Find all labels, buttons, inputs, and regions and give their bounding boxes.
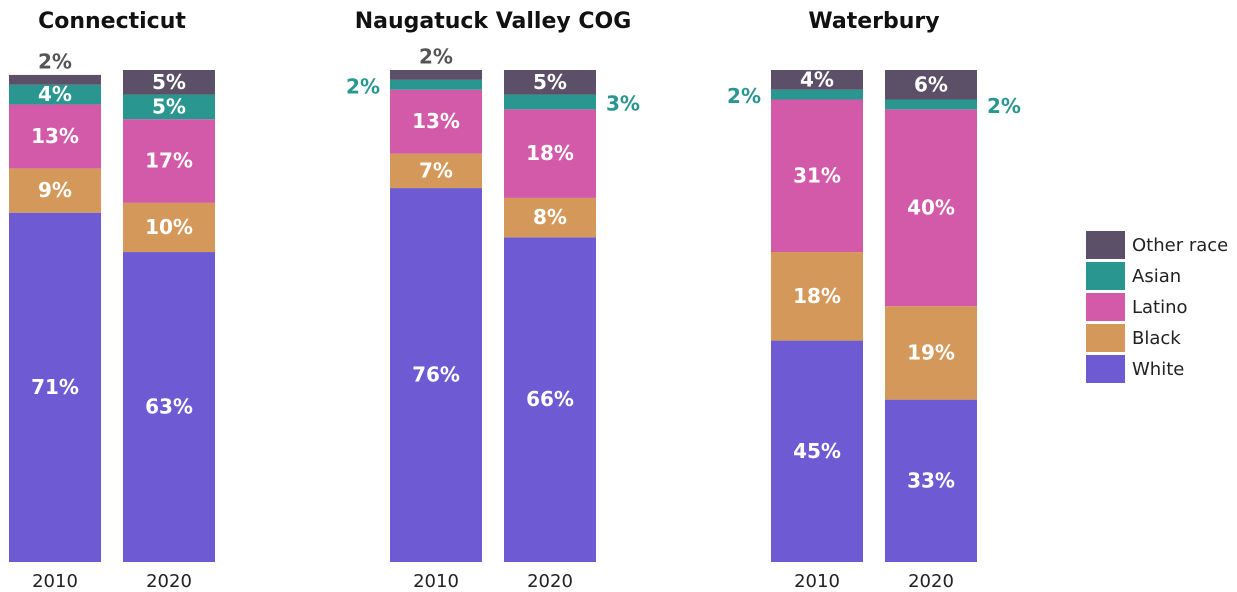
value-label: 8% (533, 205, 567, 229)
bar-segment (390, 153, 482, 189)
bar-segment (885, 306, 977, 400)
value-label: 66% (526, 387, 574, 411)
x-tick-label: 2020 (146, 571, 192, 592)
value-label: 4% (800, 67, 834, 91)
value-label: 71% (31, 375, 79, 399)
value-label: 7% (419, 158, 453, 182)
panel-title: Connecticut (38, 9, 186, 34)
bar-segment (390, 188, 482, 562)
bar-segment (9, 168, 101, 213)
value-label: 5% (533, 70, 567, 94)
bar-segment (771, 89, 863, 100)
legend-swatch (1086, 293, 1125, 321)
value-label: 13% (31, 124, 79, 148)
legend-label: White (1132, 359, 1184, 380)
bar-segment (771, 340, 863, 562)
x-tick-label: 2010 (32, 571, 78, 592)
value-label: 5% (152, 94, 186, 118)
bar-segment (885, 70, 977, 100)
value-label: 2% (419, 45, 453, 69)
bar-segment (771, 70, 863, 90)
bar-segment (123, 119, 215, 203)
bar-segment (123, 252, 215, 563)
bar-segment (9, 212, 101, 562)
value-label: 76% (412, 363, 460, 387)
legend-swatch (1086, 324, 1125, 352)
legend-swatch (1086, 231, 1125, 259)
x-tick-label: 2020 (527, 571, 573, 592)
value-label: 2% (346, 74, 380, 98)
value-label: 2% (727, 84, 761, 108)
value-label: 6% (914, 72, 948, 96)
value-label: 13% (412, 109, 460, 133)
bar-segment (885, 99, 977, 110)
legend-label: Other race (1132, 235, 1228, 256)
bar-segment (504, 70, 596, 95)
value-label: 18% (526, 141, 574, 165)
value-label: 10% (145, 215, 193, 239)
bar-segment (771, 99, 863, 253)
bar-segment (390, 89, 482, 154)
x-tick-label: 2010 (794, 571, 840, 592)
bar-segment (9, 74, 101, 85)
value-label: 19% (907, 340, 955, 364)
value-label: 2% (987, 94, 1021, 118)
bar-segment (771, 252, 863, 341)
legend-label: Asian (1132, 266, 1181, 287)
value-label: 4% (38, 82, 72, 106)
bar-segment (9, 104, 101, 169)
value-label: 63% (145, 395, 193, 419)
value-label: 18% (793, 284, 841, 308)
bar-segment (504, 237, 596, 562)
value-label: 45% (793, 439, 841, 463)
value-label: 17% (145, 149, 193, 173)
bar-segment (390, 79, 482, 90)
value-label: 2% (38, 49, 72, 73)
legend-swatch (1086, 355, 1125, 383)
bar-segment (123, 202, 215, 253)
bar-segment (504, 109, 596, 198)
bar-segment (123, 94, 215, 120)
value-label: 33% (907, 468, 955, 492)
value-label: 31% (793, 163, 841, 187)
value-label: 5% (152, 70, 186, 94)
x-tick-label: 2010 (413, 571, 459, 592)
value-label: 40% (907, 195, 955, 219)
panel-title: Waterbury (808, 9, 939, 34)
bar-segment (504, 197, 596, 238)
bar-segment (123, 70, 215, 95)
legend-label: Latino (1132, 297, 1188, 318)
bar-segment (9, 84, 101, 105)
value-label: 9% (38, 178, 72, 202)
legend-swatch (1086, 262, 1125, 290)
x-tick-label: 2020 (908, 571, 954, 592)
panel-title: Naugatuck Valley COG (355, 9, 632, 34)
value-label: 3% (606, 91, 640, 115)
bar-segment (390, 70, 482, 80)
legend-label: Black (1132, 328, 1181, 349)
bar-segment (885, 399, 977, 562)
bar-segment (885, 109, 977, 307)
bar-segment (504, 94, 596, 110)
